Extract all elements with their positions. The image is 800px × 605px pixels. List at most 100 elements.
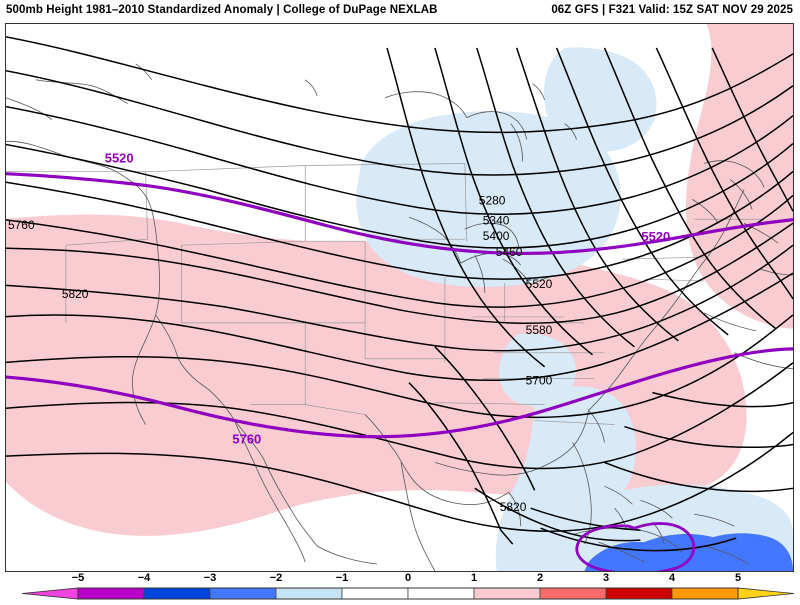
colorbar-tick-label: 0 — [404, 572, 412, 584]
colorbar-tick-label: 4 — [668, 572, 676, 584]
colorbar-left-extend — [21, 587, 79, 600]
model-run-info: 06Z GFS | F321 Valid: 15Z SAT NOV 29 202… — [551, 4, 793, 16]
contour-line — [6, 105, 793, 215]
contour-line — [604, 461, 793, 493]
contour-line — [6, 70, 793, 176]
colorbar-tick-label: 3 — [602, 572, 610, 584]
contour-line — [6, 431, 793, 532]
height-label: 5340 — [483, 213, 510, 227]
contour-line — [530, 507, 641, 531]
colorbar-tick-label: 2 — [536, 572, 544, 584]
page-title: 500mb Height 1981–2010 Standardized Anom… — [6, 4, 438, 16]
height-label: 5280 — [479, 193, 506, 207]
contour-line — [711, 47, 793, 212]
height-label: 5400 — [483, 229, 510, 243]
contour-labels-layer: 5520 5760 5820 5280 5340 5400 5460 5520 … — [8, 151, 670, 515]
contour-line — [603, 47, 777, 330]
contour-line — [6, 222, 793, 325]
colorbar-tick-label: −2 — [269, 572, 283, 584]
svg-text:5400: 5400 — [483, 229, 510, 243]
highlight-contours-layer — [6, 172, 793, 571]
colorbar-segment — [77, 587, 145, 600]
svg-text:5760: 5760 — [232, 431, 261, 446]
highlight-contour-5760 — [6, 347, 793, 439]
svg-text:5760: 5760 — [8, 218, 35, 232]
colorbar-segment — [539, 587, 607, 600]
colorbar-segment — [605, 587, 673, 600]
colorbar-tick-labels: −5 −4 −3 −2 −1 0 1 2 3 4 5 — [0, 572, 800, 586]
svg-text:5340: 5340 — [483, 213, 510, 227]
svg-text:5520: 5520 — [105, 151, 134, 166]
colorbar-segment — [143, 587, 211, 600]
colorbar-frame — [77, 587, 739, 600]
highlight-contour-5520 — [6, 172, 793, 256]
contour-line — [6, 36, 793, 134]
contour-line — [6, 314, 793, 419]
shade-southwest-positive — [6, 214, 747, 536]
colorbar-tick-label: 1 — [470, 572, 478, 584]
height-label: 5520 — [641, 229, 670, 244]
colorbar-right-extend — [737, 587, 795, 600]
shade-gulf-caribbean-negative — [495, 386, 793, 571]
height-label: 5820 — [62, 287, 89, 301]
contour-line — [540, 527, 737, 552]
colorbar-segment — [275, 587, 343, 600]
height-contours-layer — [6, 36, 793, 552]
highlight-contour-caribbean — [575, 522, 696, 571]
height-label: 5520 — [526, 277, 553, 291]
colorbar-tick-label: 5 — [734, 572, 742, 584]
shade-northeast-negative — [544, 47, 657, 152]
contour-line — [476, 47, 635, 348]
contour-line — [6, 272, 793, 381]
contour-line — [515, 47, 679, 342]
contour-line — [408, 382, 514, 545]
colorbar-tick-label: −1 — [335, 572, 349, 584]
height-label: 5460 — [496, 245, 523, 259]
height-label: 5580 — [526, 323, 553, 337]
shade-tennessee-negative — [499, 333, 577, 407]
height-label: 5760 — [8, 218, 35, 232]
svg-text:5460: 5460 — [496, 245, 523, 259]
contour-line — [624, 425, 793, 449]
svg-text:5280: 5280 — [479, 193, 506, 207]
contour-line — [6, 244, 793, 352]
colorbar-segment — [671, 587, 739, 600]
header-bar: 500mb Height 1981–2010 Standardized Anom… — [0, 0, 800, 22]
colorbar-segment — [473, 587, 541, 600]
contour-line — [386, 47, 546, 368]
colorbar-swatches — [0, 587, 800, 600]
svg-text:5580: 5580 — [526, 323, 553, 337]
svg-text:5820: 5820 — [62, 287, 89, 301]
contour-line — [6, 194, 793, 308]
colorbar: −5 −4 −3 −2 −1 0 1 2 3 4 5 — [0, 572, 800, 600]
colorbar-tick-label: −5 — [71, 572, 85, 584]
state-borders-layer — [6, 163, 765, 425]
svg-text:5520: 5520 — [526, 277, 553, 291]
height-label: 5820 — [500, 500, 527, 514]
contour-line — [434, 346, 536, 491]
contour-line — [474, 487, 641, 542]
shade-upper-midwest-negative — [356, 111, 621, 288]
svg-text:5820: 5820 — [500, 500, 527, 514]
svg-text:5520: 5520 — [641, 229, 670, 244]
contour-line — [6, 362, 793, 470]
colorbar-tick-label: −4 — [137, 572, 151, 584]
height-label: 5520 — [105, 151, 134, 166]
colorbar-segment — [341, 587, 409, 600]
contour-line — [555, 47, 729, 336]
svg-text:5700: 5700 — [526, 374, 553, 388]
colorbar-segment — [407, 587, 475, 600]
map-canvas[interactable]: 5520 5760 5820 5280 5340 5400 5460 5520 … — [6, 24, 793, 571]
colorbar-segment — [209, 587, 277, 600]
colorbar-svg — [21, 587, 795, 600]
contour-line — [6, 142, 793, 249]
map-frame[interactable]: 5520 5760 5820 5280 5340 5400 5460 5520 … — [5, 23, 794, 572]
height-label: 5760 — [232, 431, 261, 446]
contour-line — [652, 391, 793, 408]
height-label: 5700 — [526, 374, 553, 388]
contour-line — [434, 47, 593, 356]
colorbar-tick-label: −3 — [203, 572, 217, 584]
contour-line — [655, 47, 793, 300]
shade-northeast-positive — [685, 24, 793, 329]
